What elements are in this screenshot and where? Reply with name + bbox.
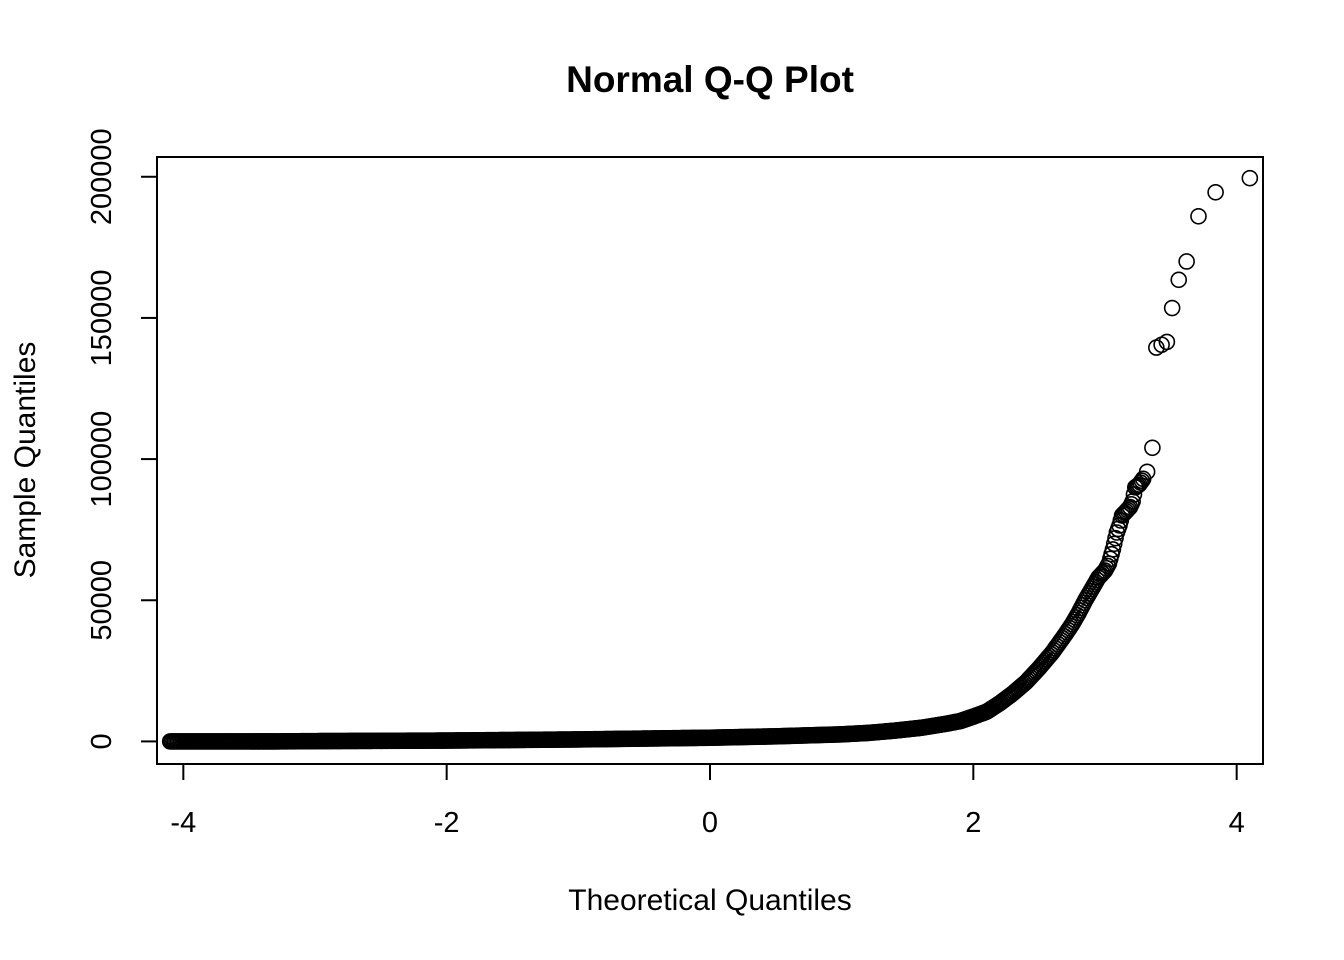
data-point (1138, 463, 1156, 481)
data-point (1241, 169, 1259, 187)
y-axis: 0 50000 100000 150000 200000 (86, 128, 158, 749)
data-point (1119, 501, 1136, 519)
x-tick-label: -4 (170, 807, 196, 839)
data-point (1107, 529, 1124, 547)
chart-title: Normal Q-Q Plot (566, 59, 854, 100)
y-tick-label: 200000 (86, 128, 118, 225)
data-point (1133, 472, 1151, 490)
data-points (161, 169, 1259, 750)
data-point (1099, 557, 1116, 575)
x-tick-label: 4 (1229, 807, 1245, 839)
y-tick-label: 50000 (86, 560, 118, 641)
x-tick-label: -2 (434, 807, 460, 839)
x-tick-label: 0 (702, 807, 718, 839)
data-point (1130, 476, 1148, 493)
data-point (1207, 183, 1224, 201)
data-point (1170, 271, 1188, 289)
y-tick-label: 100000 (86, 411, 118, 508)
data-point (1158, 333, 1176, 351)
data-point (1105, 535, 1123, 553)
plot-frame (156, 156, 1264, 765)
data-point (1116, 504, 1134, 522)
y-tick-label: 150000 (86, 270, 118, 367)
x-axis: -4 -2 0 2 4 (170, 763, 1245, 839)
data-point (1190, 207, 1207, 225)
y-tick-label: 0 (86, 733, 118, 749)
x-tick-label: 2 (965, 807, 981, 839)
data-point (1104, 541, 1122, 558)
y-axis-label: Sample Quantiles (9, 342, 42, 579)
x-axis-label: Theoretical Quantiles (568, 884, 851, 917)
data-point (1163, 299, 1181, 317)
data-point (1178, 253, 1195, 270)
data-point (1144, 439, 1161, 457)
